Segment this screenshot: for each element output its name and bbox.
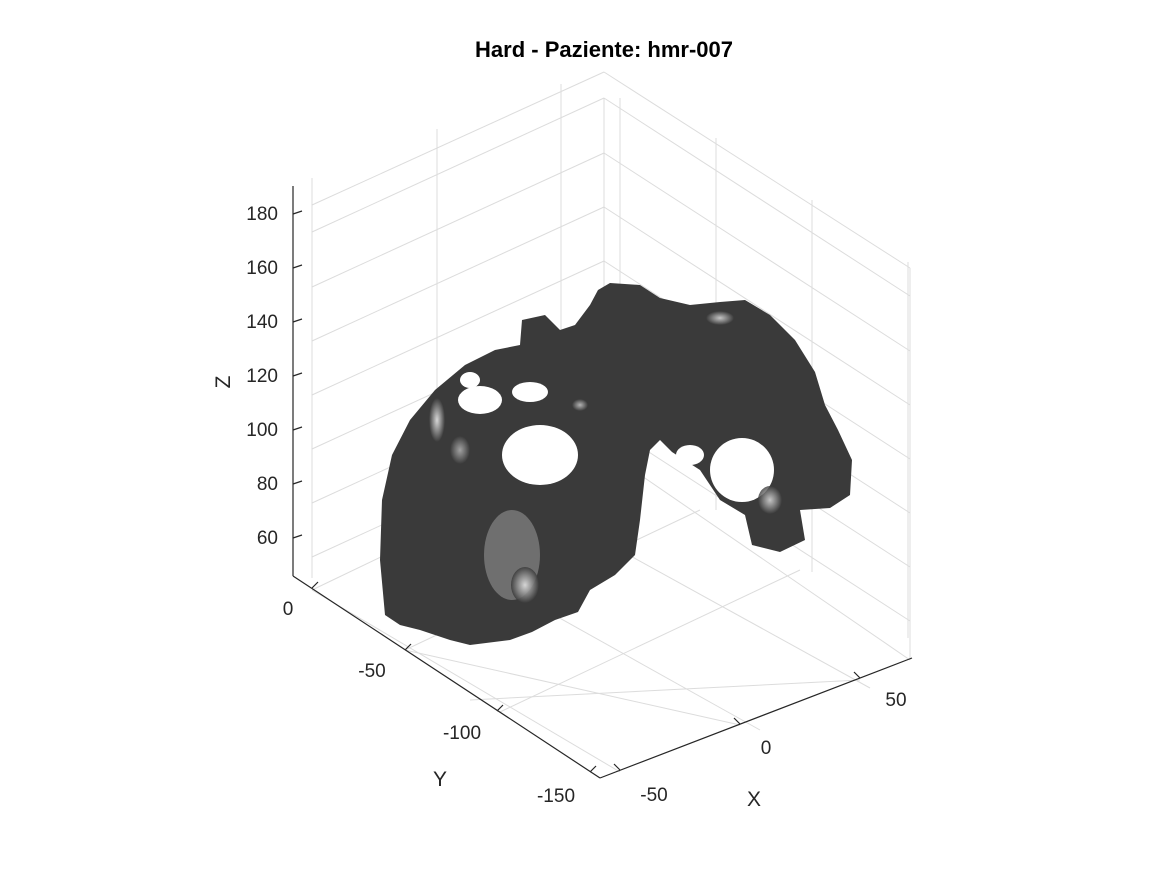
x-tick-labels: -50 0 50 — [640, 690, 906, 806]
x-tick-mark — [853, 671, 861, 679]
grid-line — [603, 449, 911, 661]
surface-hole — [458, 386, 502, 414]
z-tick-label: 140 — [246, 312, 278, 333]
y-tick-label: -150 — [537, 786, 575, 807]
grid-line — [311, 97, 605, 233]
y-tick-label: 0 — [283, 599, 294, 620]
z-tick-label: 160 — [246, 258, 278, 279]
surface-hole — [460, 372, 480, 388]
x-tick-label: 0 — [761, 738, 772, 759]
z-tick-mark — [292, 534, 303, 539]
y-tick-mark — [311, 581, 319, 589]
grid-line — [499, 569, 801, 713]
z-tick-mark — [292, 426, 303, 431]
x-tick-mark — [613, 763, 621, 771]
z-tick-label: 100 — [246, 420, 278, 441]
y-tick-labels: 0 -50 -100 -150 — [283, 599, 575, 807]
surface-highlight — [450, 436, 470, 464]
x-axis-label: X — [747, 788, 761, 811]
surface-highlight — [572, 399, 588, 411]
surface-highlight — [511, 567, 539, 603]
grid-line — [404, 649, 741, 726]
grid-line — [603, 206, 911, 406]
z-tick-label: 120 — [246, 366, 278, 387]
x-tick-label: -50 — [640, 785, 667, 806]
grid-line — [603, 97, 911, 297]
z-tick-label: 80 — [257, 474, 278, 495]
grid-line — [603, 71, 911, 269]
y-tick-mark — [496, 704, 504, 712]
grid-line — [311, 589, 621, 773]
surface-highlight — [706, 311, 734, 325]
surface-highlight — [429, 398, 445, 442]
grid-line — [311, 71, 605, 206]
surface-highlight — [758, 486, 782, 514]
surface-hole — [710, 438, 774, 502]
z-tick-label: 180 — [246, 204, 278, 225]
isosurface[interactable] — [380, 283, 852, 645]
z-tick-mark — [292, 372, 303, 377]
x-axis-line — [599, 657, 913, 779]
z-tick-mark — [292, 318, 303, 323]
axes — [292, 186, 913, 779]
z-tick-mark — [292, 210, 303, 215]
y-tick-label: -50 — [358, 661, 385, 682]
grid-line — [603, 152, 911, 352]
y-tick-mark — [404, 643, 412, 651]
z-axis-label: Z — [212, 375, 235, 388]
grid-line — [311, 206, 605, 342]
y-tick-label: -100 — [443, 723, 481, 744]
grid-line — [311, 260, 605, 396]
grid-line — [469, 679, 861, 701]
grid-line — [311, 152, 605, 288]
surface-hole — [676, 445, 704, 465]
y-tick-mark — [589, 765, 597, 773]
chart-title: Hard - Paziente: hmr-007 — [475, 37, 733, 62]
surface-hole — [502, 425, 578, 485]
z-tick-label: 60 — [257, 528, 278, 549]
x-tick-label: 50 — [885, 690, 906, 711]
surface-hole — [512, 382, 548, 402]
x-tick-mark — [733, 717, 741, 725]
surface-left-lobe — [380, 283, 852, 645]
z-tick-labels: 60 80 100 120 140 160 180 — [246, 204, 278, 549]
y-axis-line — [292, 575, 601, 779]
y-axis-label: Y — [433, 768, 447, 791]
z-tick-mark — [292, 264, 303, 269]
z-tick-mark — [292, 480, 303, 485]
